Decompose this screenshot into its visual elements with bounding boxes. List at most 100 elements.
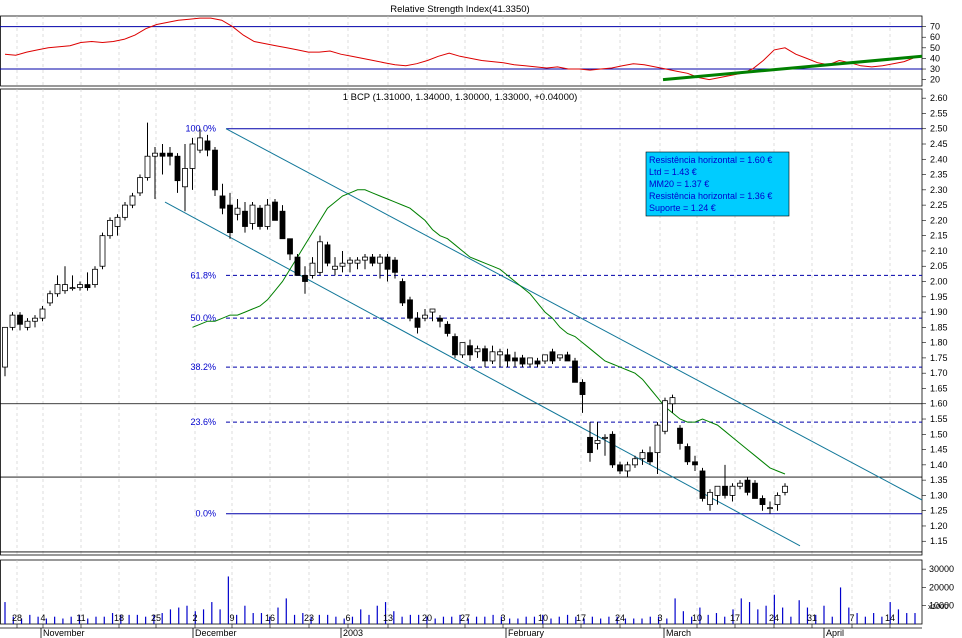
candle (249, 202, 256, 230)
candle-body (722, 485, 728, 496)
candle (84, 272, 91, 291)
price-tick-label: 1.80 (930, 338, 948, 348)
candle-body (39, 308, 46, 319)
price-tick-label: 1.50 (930, 429, 948, 439)
candle (512, 351, 518, 368)
candle (609, 431, 616, 468)
candle-body (279, 210, 286, 240)
candle (257, 205, 263, 230)
x-tick-label: 6 (345, 613, 350, 623)
candle-body (744, 479, 751, 493)
candle (579, 379, 586, 413)
price-tick-label: 1.70 (930, 368, 948, 378)
candle-body (594, 440, 601, 444)
month-label: December (195, 628, 237, 638)
candle (302, 266, 308, 294)
price-tick-label: 1.60 (930, 399, 948, 409)
candle-body (107, 219, 113, 237)
fib-label: 38.2% (190, 362, 216, 372)
candle (527, 357, 533, 368)
candle-body (774, 495, 781, 505)
candle (39, 305, 46, 322)
candle (774, 492, 781, 511)
candle (429, 308, 436, 322)
candle (752, 480, 758, 499)
candle (69, 275, 76, 291)
candle (692, 455, 698, 471)
price-tick-label: 2.00 (930, 277, 948, 287)
price-tick-label: 1.20 (930, 521, 948, 531)
candle-body (197, 137, 203, 151)
candle (497, 348, 503, 368)
candle (639, 449, 646, 465)
candle (77, 281, 83, 291)
price-tick-label: 2.10 (930, 246, 948, 256)
x-tick-label: 18 (114, 613, 124, 623)
candle-body (92, 268, 98, 285)
candle-body (564, 354, 571, 362)
price-tick-label: 1.95 (930, 292, 948, 302)
candle (722, 464, 728, 499)
candle-body (647, 452, 653, 463)
candle-body (339, 262, 346, 267)
price-tick-label: 1.25 (930, 506, 948, 516)
candle (264, 199, 271, 230)
candle-body (174, 155, 181, 182)
price-title: 1 BCP (1.31000, 1.34000, 1.30000, 1.3300… (343, 92, 578, 103)
candle (489, 345, 496, 365)
candle (17, 312, 23, 331)
candle (309, 257, 316, 279)
candle (122, 202, 128, 221)
candle (347, 257, 353, 273)
volume-tick-label: 10000 (929, 601, 954, 611)
candle-body (639, 452, 646, 460)
candle (384, 254, 391, 282)
rsi-tick-label: 70 (930, 22, 940, 32)
candle-body (587, 436, 593, 454)
candle (519, 354, 526, 368)
candle-body (632, 458, 638, 466)
price-tick-label: 2.20 (930, 215, 948, 225)
candle-body (384, 256, 391, 270)
candle-body (219, 195, 226, 209)
price-tick-label: 1.35 (930, 475, 948, 485)
candle-body (227, 204, 233, 234)
candle (459, 342, 466, 358)
x-tick-label: 23 (304, 613, 314, 623)
candle (737, 480, 743, 490)
candle (182, 144, 188, 212)
candle (99, 232, 106, 270)
candle (339, 250, 346, 273)
candle-body (452, 336, 458, 356)
x-tick-label: 3 (657, 613, 662, 623)
candle-body (2, 326, 8, 368)
candle (594, 422, 601, 450)
candle (669, 394, 676, 413)
candle-body (519, 357, 526, 365)
price-tick-label: 2.30 (930, 185, 948, 195)
candle-body (437, 317, 443, 322)
candle-body (204, 140, 211, 151)
candle (617, 461, 623, 475)
candle (167, 147, 173, 166)
candle-body (152, 152, 158, 157)
candle (159, 144, 166, 175)
candle (407, 296, 413, 322)
candle (572, 357, 578, 383)
candle-body (444, 323, 451, 334)
candle (557, 354, 563, 361)
price-tick-label: 2.60 (930, 93, 948, 103)
price-tick-label: 1.40 (930, 460, 948, 470)
candle-body (392, 259, 398, 273)
month-label: March (666, 628, 691, 638)
candle-body (129, 195, 136, 206)
panel-frame (0, 88, 923, 556)
candle-body (572, 360, 578, 383)
candle-body (249, 204, 256, 224)
candle (782, 483, 788, 496)
candle-body (32, 317, 38, 322)
candle (219, 183, 226, 215)
panel-frames (0, 15, 923, 629)
x-tick-label: 10 (538, 613, 548, 623)
